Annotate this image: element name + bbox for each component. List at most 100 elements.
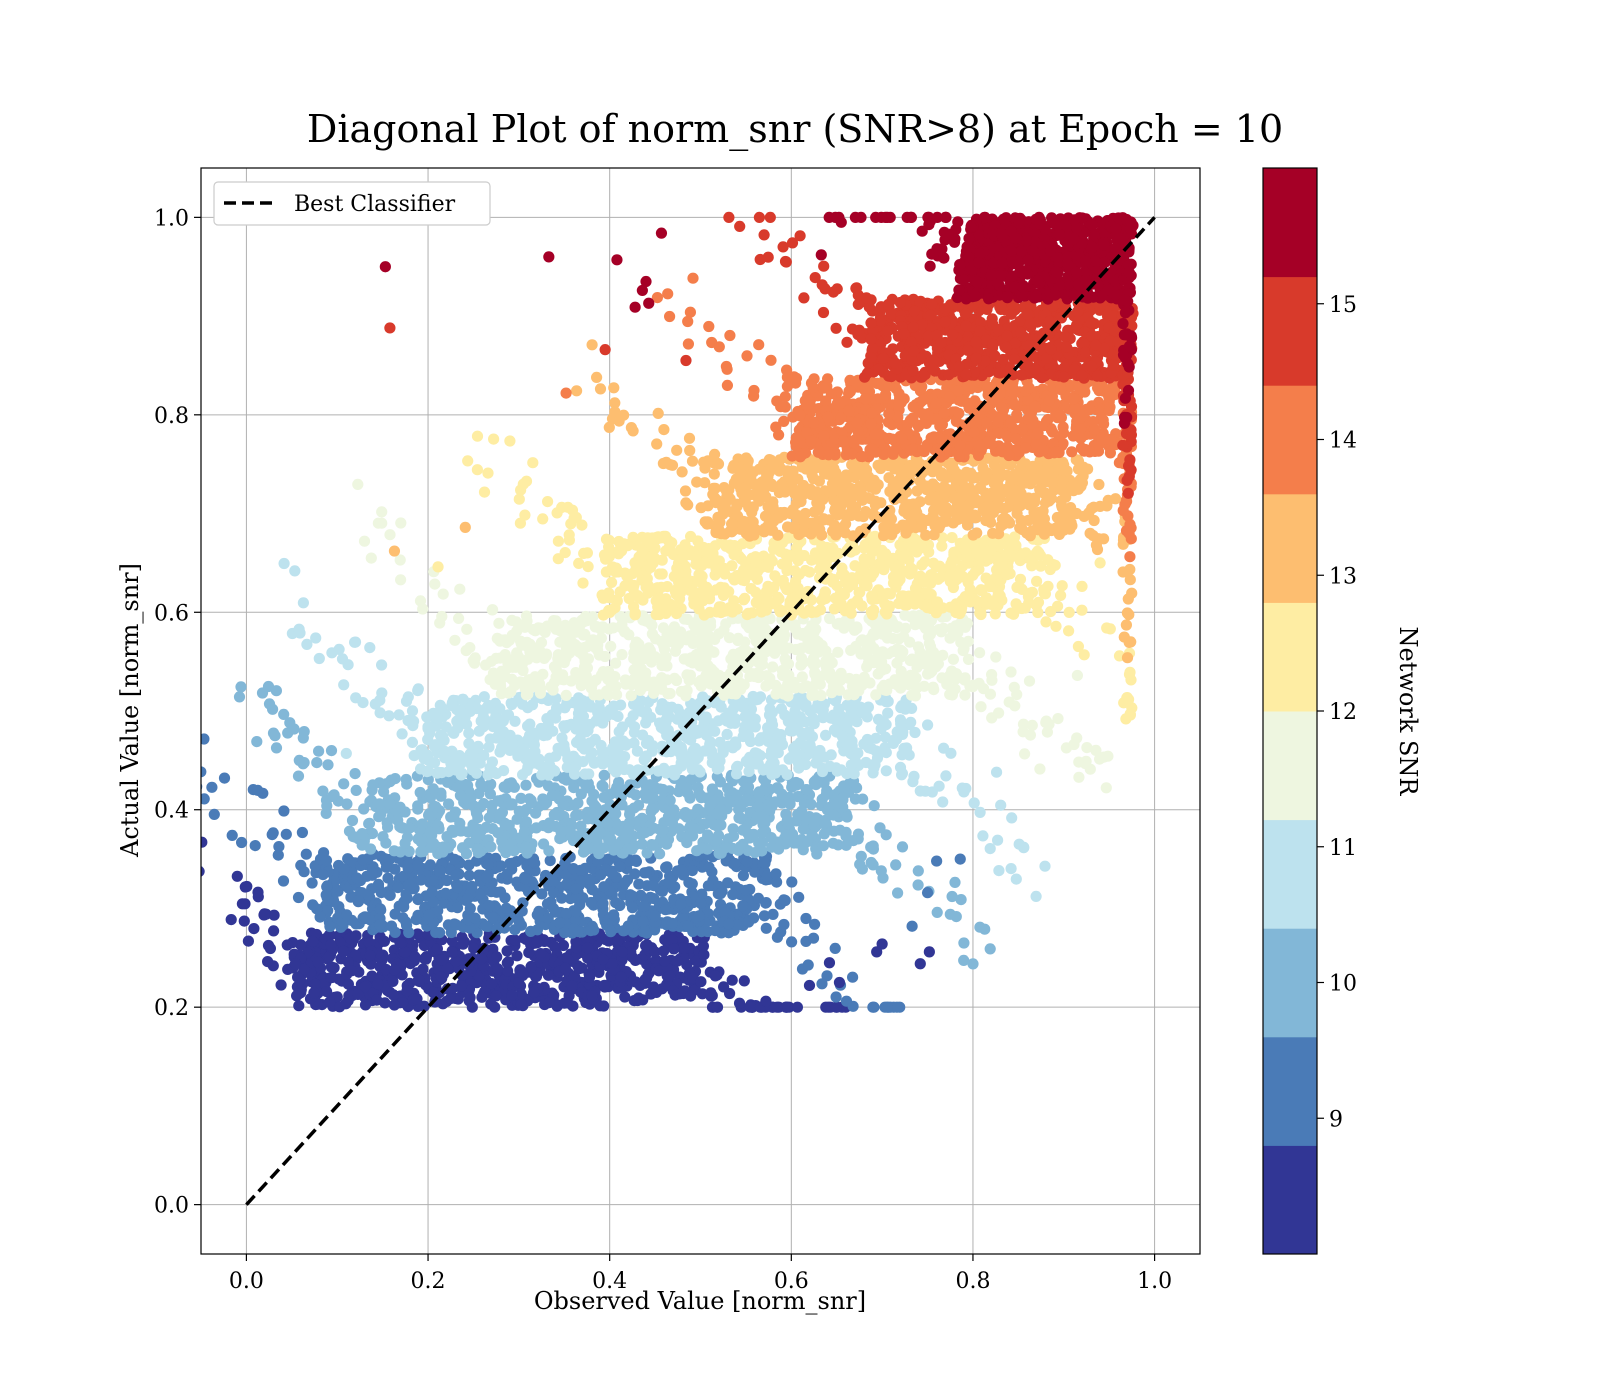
data-point <box>480 659 492 671</box>
data-point <box>400 695 413 707</box>
data-point <box>666 934 678 946</box>
data-point <box>824 612 836 625</box>
data-point <box>436 954 448 966</box>
data-point <box>376 506 388 518</box>
data-point <box>443 798 455 810</box>
data-point <box>793 778 805 790</box>
data-point <box>664 970 676 982</box>
data-point <box>955 894 967 906</box>
data-point <box>502 956 514 968</box>
data-point <box>544 759 556 771</box>
data-point <box>153 834 164 845</box>
data-point <box>231 870 243 882</box>
data-point <box>913 591 925 603</box>
data-point <box>570 511 582 524</box>
data-point <box>313 745 325 757</box>
data-point <box>741 855 753 868</box>
data-point <box>648 880 660 892</box>
data-point <box>978 683 990 695</box>
data-point <box>714 755 726 767</box>
data-point <box>595 869 607 881</box>
data-point <box>226 829 238 842</box>
data-point <box>289 565 301 577</box>
data-point <box>530 807 542 819</box>
data-point <box>567 750 580 762</box>
data-point <box>881 1001 893 1013</box>
data-point <box>561 878 573 890</box>
data-point <box>781 769 793 781</box>
data-point <box>760 897 772 909</box>
data-point <box>720 618 732 630</box>
data-point <box>716 562 728 574</box>
data-point <box>494 886 507 898</box>
data-point <box>675 898 687 910</box>
data-point <box>401 892 413 904</box>
data-point <box>630 855 643 868</box>
data-point <box>759 857 771 869</box>
data-point <box>623 569 635 582</box>
data-point <box>606 576 618 589</box>
data-point <box>637 915 649 928</box>
data-point <box>352 478 364 490</box>
data-point <box>182 833 193 844</box>
data-point <box>387 975 399 988</box>
data-point <box>597 758 609 770</box>
data-point <box>666 600 678 612</box>
data-point <box>434 865 446 877</box>
data-point <box>793 568 805 581</box>
data-point <box>201 793 210 805</box>
data-point <box>298 866 310 878</box>
data-point <box>628 673 640 685</box>
data-point <box>830 1001 842 1013</box>
data-point <box>490 732 503 744</box>
data-point <box>852 828 865 840</box>
data-point <box>349 949 361 961</box>
data-point <box>689 728 701 740</box>
data-point <box>431 712 443 724</box>
data-point <box>822 1001 834 1013</box>
data-point <box>411 993 423 1005</box>
data-point <box>519 509 531 521</box>
data-point <box>581 942 594 954</box>
data-point <box>427 986 439 999</box>
data-point <box>403 879 415 891</box>
data-point <box>940 770 952 782</box>
data-point <box>797 844 809 856</box>
data-point <box>558 654 571 666</box>
data-point <box>697 940 710 952</box>
data-point <box>619 626 631 638</box>
data-point <box>612 745 624 758</box>
data-point <box>462 455 474 467</box>
data-point <box>816 705 829 717</box>
data-point <box>816 978 828 990</box>
data-point <box>640 752 652 764</box>
data-point <box>218 772 231 784</box>
data-point <box>626 902 639 914</box>
data-point <box>550 671 562 683</box>
chart-title: Diagonal Plot of norm_snr (SNR>8) at Epo… <box>307 107 1283 152</box>
data-point <box>173 878 184 889</box>
data-point <box>426 886 438 898</box>
data-point <box>977 830 989 842</box>
data-point <box>893 633 905 645</box>
data-point <box>827 576 839 588</box>
data-point <box>990 651 1002 663</box>
data-point <box>424 826 436 839</box>
data-point <box>775 734 787 746</box>
data-point <box>380 861 392 873</box>
data-point <box>1073 771 1085 783</box>
data-point <box>695 790 707 802</box>
data-point <box>711 819 723 831</box>
data-point <box>737 900 749 912</box>
data-point <box>611 787 623 799</box>
data-point <box>836 568 848 581</box>
data-point <box>959 672 971 684</box>
data-point <box>501 868 513 881</box>
data-point <box>171 835 182 846</box>
data-point <box>905 540 917 552</box>
data-point <box>809 689 821 701</box>
data-point <box>376 517 388 529</box>
data-point <box>907 610 920 622</box>
data-point <box>669 645 682 657</box>
data-point <box>772 747 784 759</box>
